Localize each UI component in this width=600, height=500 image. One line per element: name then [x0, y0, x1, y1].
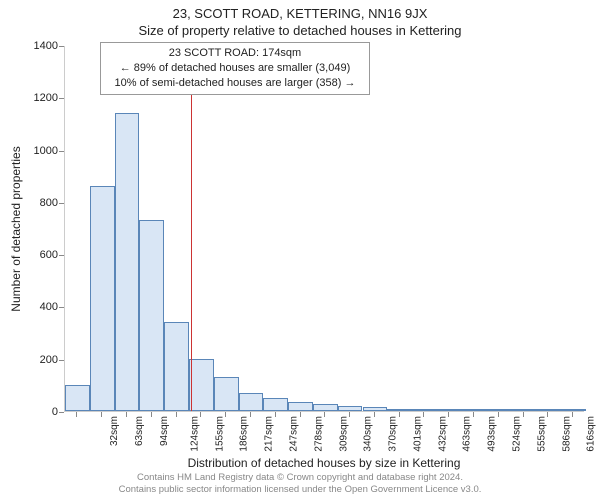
y-axis: 0200400600800100012001400: [0, 46, 64, 412]
reference-line: [191, 46, 192, 411]
x-tick-label: 94sqm: [159, 416, 170, 446]
figure-container: 23, SCOTT ROAD, KETTERING, NN16 9JX Size…: [0, 0, 600, 500]
histogram-bar: [561, 409, 586, 411]
y-tick-label: 1000: [18, 145, 58, 157]
y-tick-label: 1200: [18, 92, 58, 104]
x-tick-label: 463sqm: [462, 416, 473, 452]
x-axis: 32sqm 63sqm 94sqm 124sqm 155sqm 186sqm 217sqm 2…: [64, 412, 584, 462]
histogram-bar: [115, 113, 140, 411]
y-tick-label: 800: [18, 197, 58, 209]
x-tick-mark: [126, 412, 127, 417]
x-axis-label: Distribution of detached houses by size …: [64, 456, 584, 470]
histogram-bar: [263, 398, 288, 411]
x-tick-label: 124sqm: [189, 416, 200, 452]
x-tick-mark: [399, 412, 400, 417]
histogram-chart: [64, 46, 584, 412]
x-tick-mark: [473, 412, 474, 417]
histogram-bar: [239, 393, 264, 411]
histogram-bar: [189, 359, 214, 411]
x-tick-label: 186sqm: [239, 416, 250, 452]
x-tick-mark: [423, 412, 424, 417]
histogram-bar: [288, 402, 313, 411]
y-tick-label: 400: [18, 301, 58, 313]
histogram-bar: [536, 409, 561, 411]
x-tick-mark: [547, 412, 548, 417]
histogram-bar: [164, 322, 189, 411]
x-tick-label: 524sqm: [512, 416, 523, 452]
x-tick-mark: [572, 412, 573, 417]
histogram-bar: [486, 409, 511, 411]
y-tick-label: 200: [18, 354, 58, 366]
histogram-bar: [363, 407, 388, 411]
annotation-box: 23 SCOTT ROAD: 174sqm ← 89% of detached …: [100, 42, 370, 95]
annotation-line2: ← 89% of detached houses are smaller (3,…: [105, 61, 365, 76]
x-tick-mark: [250, 412, 251, 417]
y-tick-label: 1400: [18, 40, 58, 52]
x-tick-label: 309sqm: [338, 416, 349, 452]
histogram-bar: [214, 377, 239, 411]
footer-line1: Contains HM Land Registry data © Crown c…: [0, 472, 600, 484]
title-subtitle: Size of property relative to detached ho…: [0, 21, 600, 38]
x-tick-label: 247sqm: [289, 416, 300, 452]
histogram-bar: [313, 404, 338, 411]
x-tick-mark: [225, 412, 226, 417]
footer-line2: Contains public sector information licen…: [0, 484, 600, 496]
histogram-bar: [437, 409, 462, 411]
histogram-bar: [462, 409, 487, 411]
bars-group: [65, 46, 584, 411]
x-tick-label: 278sqm: [313, 416, 324, 452]
histogram-bar: [511, 409, 536, 411]
x-tick-label: 370sqm: [388, 416, 399, 452]
annotation-line1: 23 SCOTT ROAD: 174sqm: [105, 46, 365, 61]
histogram-bar: [90, 186, 115, 411]
x-tick-mark: [374, 412, 375, 417]
x-tick-label: 555sqm: [536, 416, 547, 452]
x-tick-mark: [300, 412, 301, 417]
x-tick-label: 32sqm: [109, 416, 120, 446]
x-tick-mark: [448, 412, 449, 417]
histogram-bar: [139, 220, 164, 411]
x-tick-mark: [275, 412, 276, 417]
x-tick-mark: [498, 412, 499, 417]
title-address: 23, SCOTT ROAD, KETTERING, NN16 9JX: [0, 0, 600, 21]
x-tick-mark: [324, 412, 325, 417]
histogram-bar: [338, 406, 363, 411]
x-tick-label: 217sqm: [264, 416, 275, 452]
y-tick-label: 600: [18, 249, 58, 261]
x-tick-label: 401sqm: [412, 416, 423, 452]
x-tick-label: 616sqm: [586, 416, 597, 452]
x-tick-label: 432sqm: [437, 416, 448, 452]
histogram-bar: [65, 385, 90, 411]
histogram-bar: [412, 409, 437, 411]
x-tick-mark: [76, 412, 77, 417]
histogram-bar: [387, 409, 412, 411]
x-tick-label: 340sqm: [363, 416, 374, 452]
annotation-line3: 10% of semi-detached houses are larger (…: [105, 76, 365, 91]
x-tick-label: 155sqm: [214, 416, 225, 452]
x-tick-mark: [101, 412, 102, 417]
y-tick-label: 0: [18, 406, 58, 418]
x-tick-mark: [176, 412, 177, 417]
x-tick-mark: [349, 412, 350, 417]
x-tick-label: 493sqm: [487, 416, 498, 452]
x-tick-label: 586sqm: [561, 416, 572, 452]
x-tick-mark: [200, 412, 201, 417]
x-tick-mark: [523, 412, 524, 417]
footer-attribution: Contains HM Land Registry data © Crown c…: [0, 472, 600, 496]
x-tick-label: 63sqm: [134, 416, 145, 446]
x-tick-mark: [151, 412, 152, 417]
